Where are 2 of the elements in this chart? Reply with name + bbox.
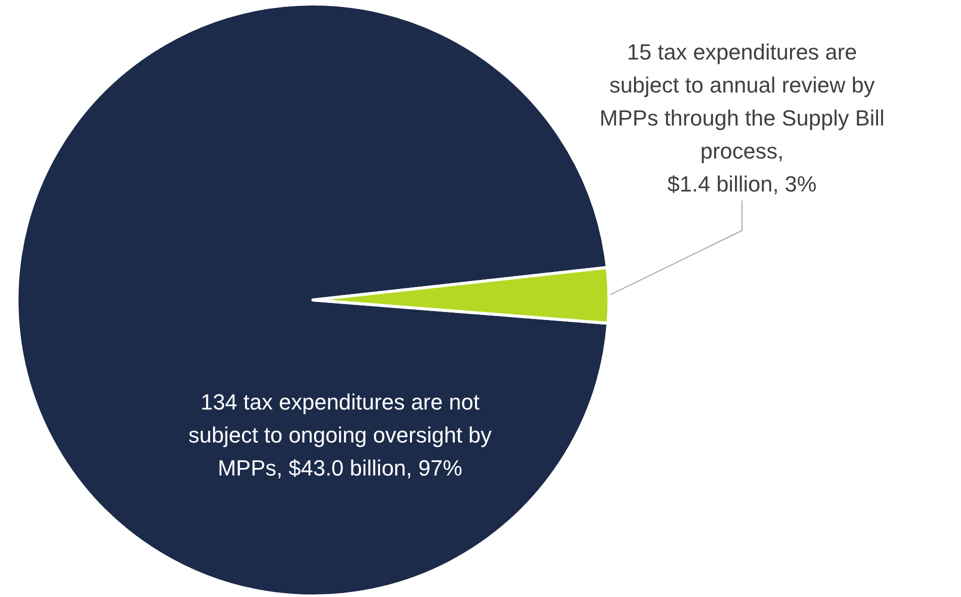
slice-label: 15 tax expenditures are subject to annual review by MPPs through the Supply Bill process, $1.4 billion, 3% — [600, 40, 884, 196]
slice-label: 134 tax expenditures are not subject to ongoing oversight by MPPs, $43.0 billion, 97% — [188, 390, 492, 480]
